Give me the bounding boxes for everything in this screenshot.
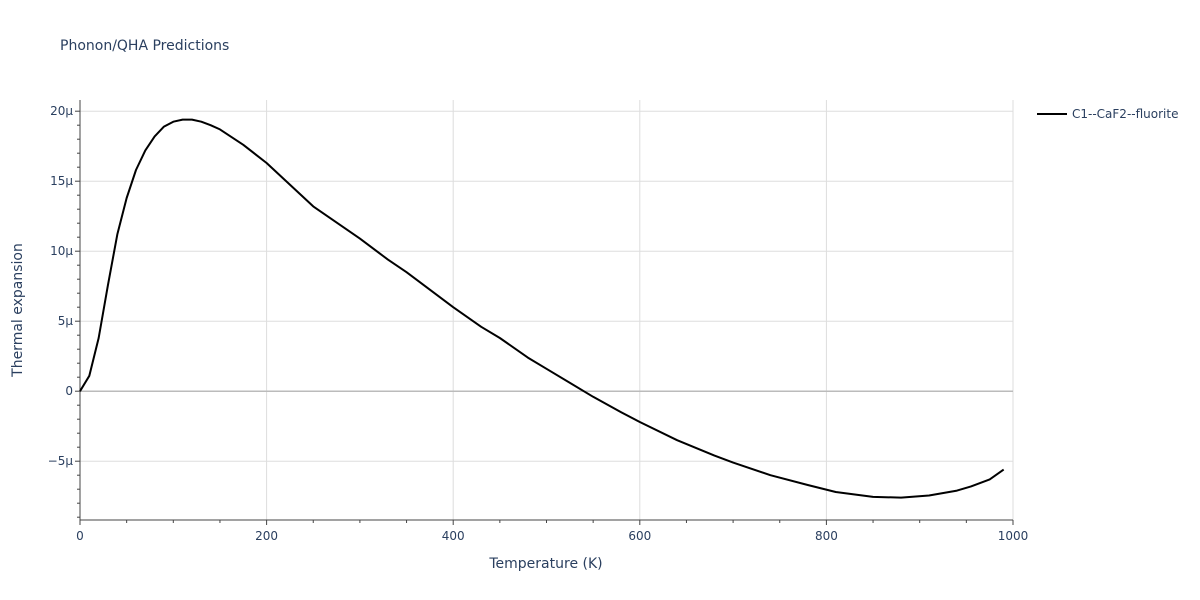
y-tick-label-5: 20μ <box>50 104 73 118</box>
x-tick-label-1: 200 <box>255 529 278 543</box>
x-tick-label-0: 0 <box>76 529 84 543</box>
series-layer <box>79 118 1005 499</box>
y-tick-label-3: 10μ <box>50 244 73 258</box>
ticks: 0 200 400 600 800 1000 −5μ 0 5μ 10μ 15μ 20μ <box>48 104 1029 543</box>
x-tick-label-2: 400 <box>442 529 465 543</box>
series-line-0 <box>79 118 1005 499</box>
x-tick-label-3: 600 <box>628 529 651 543</box>
y-tick-label-1: 0 <box>65 384 73 398</box>
grid <box>80 100 1014 520</box>
x-axis-title: Temperature (K) <box>488 556 602 572</box>
y-tick-label-2: 5μ <box>58 314 74 328</box>
y-axis-title: Thermal expansion <box>10 243 26 378</box>
x-tick-label-4: 800 <box>815 529 838 543</box>
legend[interactable]: C1--CaF2--fluorite <box>1037 107 1178 121</box>
x-tick-label-5: 1000 <box>998 529 1029 543</box>
y-tick-label-0: −5μ <box>48 454 74 468</box>
chart-title: Phonon/QHA Predictions <box>60 38 229 54</box>
y-tick-label-4: 15μ <box>50 174 73 188</box>
legend-entry-label: C1--CaF2--fluorite <box>1072 107 1178 121</box>
